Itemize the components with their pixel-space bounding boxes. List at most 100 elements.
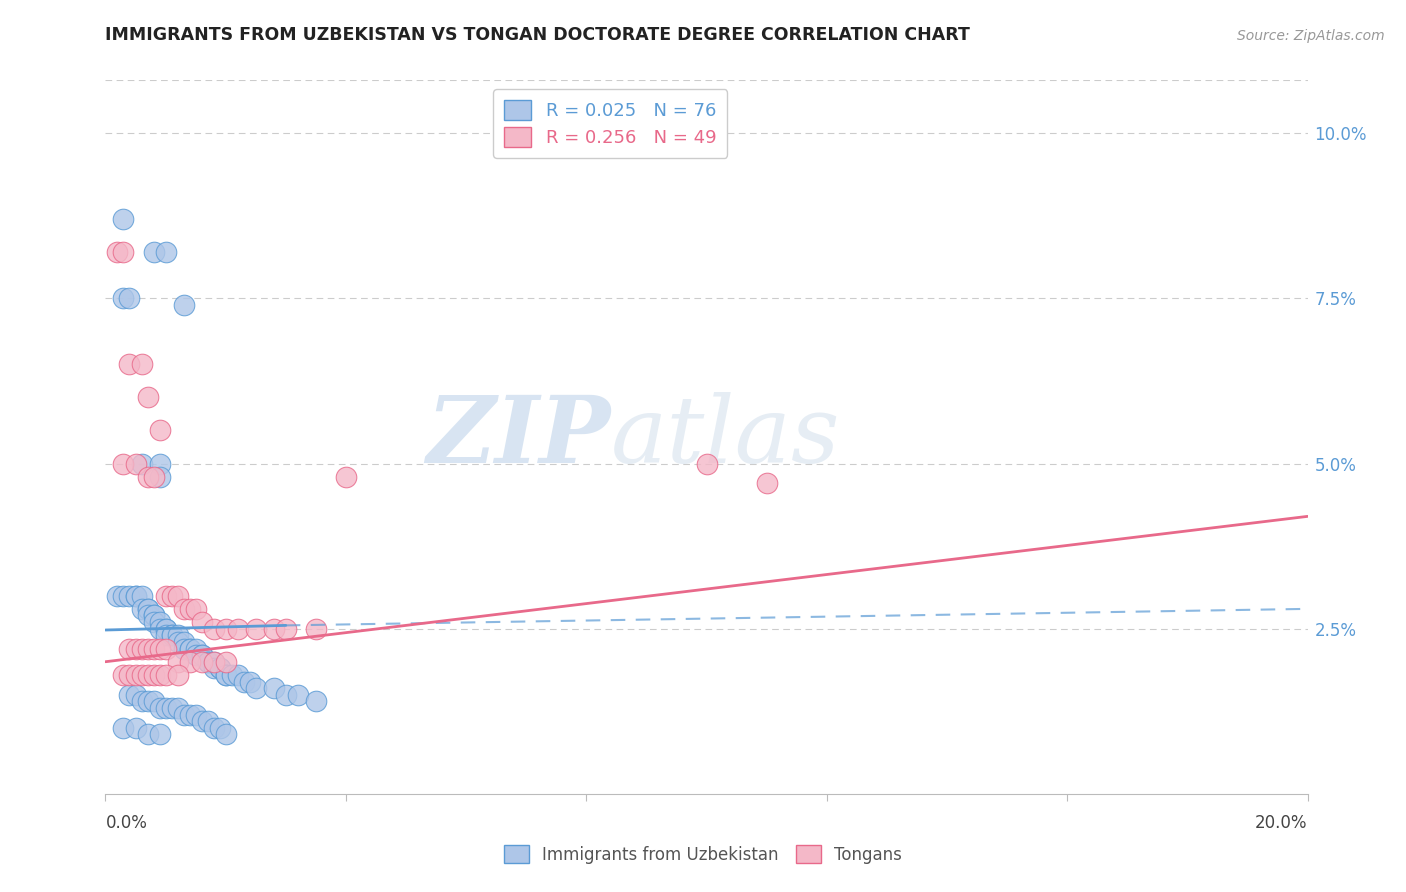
Point — [179, 641, 201, 656]
Point — [148, 622, 170, 636]
Point — [148, 641, 170, 656]
Point — [305, 694, 328, 708]
Point — [274, 688, 297, 702]
Point — [173, 641, 195, 656]
Point — [112, 589, 135, 603]
Point — [214, 622, 236, 636]
Point — [142, 641, 165, 656]
Point — [208, 721, 231, 735]
Point — [136, 602, 159, 616]
Point — [232, 674, 254, 689]
Text: ZIP: ZIP — [426, 392, 610, 482]
Point — [136, 391, 159, 405]
Point — [131, 457, 153, 471]
Point — [263, 622, 285, 636]
Point — [214, 727, 236, 741]
Point — [148, 668, 170, 682]
Point — [131, 668, 153, 682]
Point — [136, 668, 159, 682]
Point — [173, 707, 195, 722]
Point — [166, 701, 188, 715]
Point — [131, 602, 153, 616]
Point — [202, 655, 225, 669]
Point — [197, 714, 219, 729]
Point — [335, 469, 357, 483]
Legend: R = 0.025   N = 76, R = 0.256   N = 49: R = 0.025 N = 76, R = 0.256 N = 49 — [494, 89, 727, 158]
Point — [142, 245, 165, 260]
Point — [160, 701, 183, 715]
Point — [208, 661, 231, 675]
Point — [136, 469, 159, 483]
Point — [118, 291, 141, 305]
Point — [124, 688, 146, 702]
Point — [214, 655, 236, 669]
Point — [112, 291, 135, 305]
Point — [190, 714, 212, 729]
Point — [173, 635, 195, 649]
Point — [148, 424, 170, 438]
Point — [136, 694, 159, 708]
Point — [148, 701, 170, 715]
Point — [112, 457, 135, 471]
Point — [118, 358, 141, 372]
Point — [305, 622, 328, 636]
Point — [155, 701, 177, 715]
Point — [136, 608, 159, 623]
Point — [166, 628, 188, 642]
Point — [155, 668, 177, 682]
Text: 0.0%: 0.0% — [105, 814, 148, 831]
Point — [148, 615, 170, 629]
Point — [136, 641, 159, 656]
Point — [142, 694, 165, 708]
Point — [124, 457, 146, 471]
Point — [184, 648, 207, 662]
Point — [166, 655, 188, 669]
Point — [287, 688, 309, 702]
Point — [197, 655, 219, 669]
Point — [190, 648, 212, 662]
Point — [118, 589, 141, 603]
Point — [179, 602, 201, 616]
Point — [142, 469, 165, 483]
Point — [190, 615, 212, 629]
Point — [148, 457, 170, 471]
Point — [221, 668, 243, 682]
Text: atlas: atlas — [610, 392, 839, 482]
Point — [118, 668, 141, 682]
Point — [245, 681, 267, 695]
Point — [142, 608, 165, 623]
Point — [202, 655, 225, 669]
Point — [124, 589, 146, 603]
Point — [142, 668, 165, 682]
Point — [136, 727, 159, 741]
Legend: Immigrants from Uzbekistan, Tongans: Immigrants from Uzbekistan, Tongans — [498, 838, 908, 871]
Point — [112, 212, 135, 227]
Point — [208, 661, 231, 675]
Point — [184, 707, 207, 722]
Point — [155, 628, 177, 642]
Point — [112, 245, 135, 260]
Point — [136, 602, 159, 616]
Point — [197, 655, 219, 669]
Point — [166, 589, 188, 603]
Point — [190, 655, 212, 669]
Text: Source: ZipAtlas.com: Source: ZipAtlas.com — [1237, 29, 1385, 43]
Point — [124, 589, 146, 603]
Point — [160, 628, 183, 642]
Point — [274, 622, 297, 636]
Point — [155, 641, 177, 656]
Point — [173, 602, 195, 616]
Point — [226, 622, 249, 636]
Point — [112, 668, 135, 682]
Point — [107, 245, 129, 260]
Point — [179, 707, 201, 722]
Point — [245, 622, 267, 636]
Text: 20.0%: 20.0% — [1256, 814, 1308, 831]
Point — [202, 622, 225, 636]
Point — [214, 668, 236, 682]
Point — [124, 641, 146, 656]
Point — [214, 668, 236, 682]
Point — [239, 674, 262, 689]
Point — [124, 721, 146, 735]
Point — [696, 457, 718, 471]
